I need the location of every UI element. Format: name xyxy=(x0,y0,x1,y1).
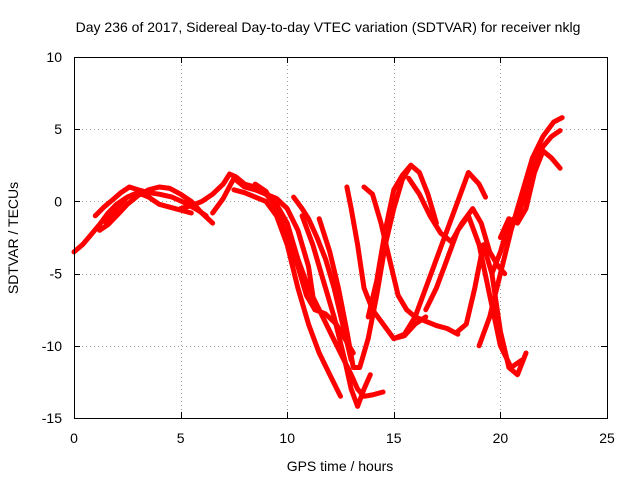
axis-ticks xyxy=(74,57,608,419)
tick-labels: 0 5 10 15 20 25 -15 -10 -5 0 5 10 xyxy=(42,49,615,446)
y-tick-label: -5 xyxy=(50,266,63,282)
series-arc-21 xyxy=(489,128,563,277)
y-tick-label: 0 xyxy=(54,193,62,209)
series-arc-17 xyxy=(406,175,508,277)
y-axis-label: SDTVAR / TECUs xyxy=(5,182,21,294)
y-tick-label: 10 xyxy=(46,49,62,65)
y-tick-label: 5 xyxy=(54,121,62,137)
x-tick-label: 25 xyxy=(599,430,615,446)
series-arc-14 xyxy=(365,162,439,320)
x-axis-label: GPS time / hours xyxy=(287,458,394,474)
y-tick-label: -10 xyxy=(42,338,62,354)
series-arc-10 xyxy=(291,194,354,363)
series-arc-16 xyxy=(391,170,488,342)
x-tick-label: 10 xyxy=(279,430,295,446)
chart-title: Day 236 of 2017, Sidereal Day-to-day VTE… xyxy=(76,19,581,35)
grid xyxy=(74,57,607,418)
series-arc-15 xyxy=(361,184,461,337)
y-tick-label: -15 xyxy=(42,410,62,426)
x-tick-label: 0 xyxy=(70,430,78,446)
x-tick-label: 15 xyxy=(386,430,402,446)
series-arc-12 xyxy=(316,162,414,370)
series-arc-9 xyxy=(274,201,386,399)
x-tick-label: 20 xyxy=(493,430,509,446)
series-arc-20 xyxy=(476,115,565,349)
x-tick-label: 5 xyxy=(177,430,185,446)
plot-frame xyxy=(74,57,608,419)
series-layer xyxy=(71,115,565,409)
series-arc-4 xyxy=(103,190,194,226)
series-arc-11 xyxy=(299,213,373,409)
series-arc-22 xyxy=(497,148,563,240)
